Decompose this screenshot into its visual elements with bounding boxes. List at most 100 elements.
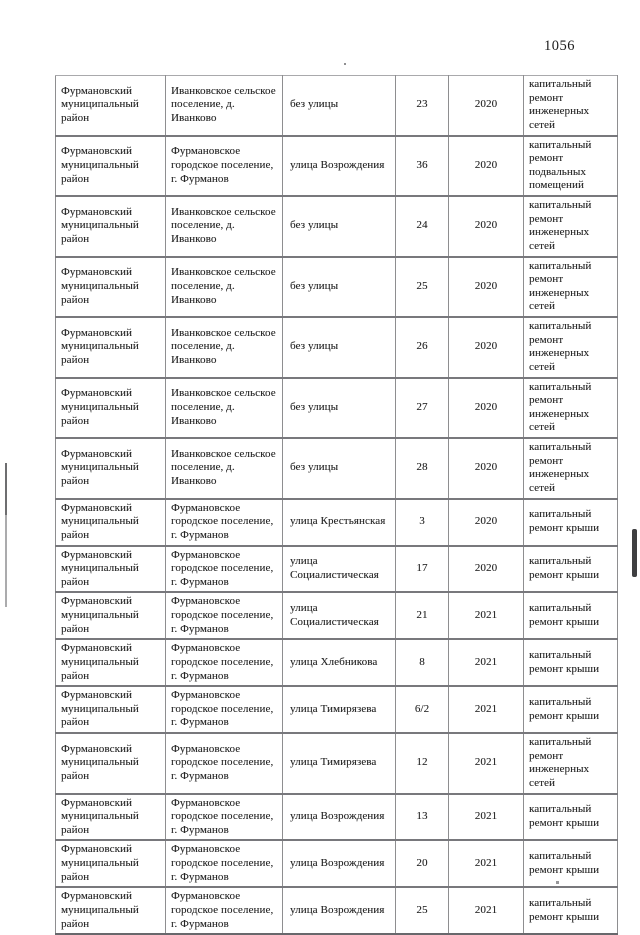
table-body: Фурмановский муниципальный район Иванковс… [55, 75, 618, 935]
cell-street: улица Крестьянская [282, 497, 396, 546]
table-row: Фурмановский муниципальный район Иванковс… [55, 75, 618, 136]
cell-house: 21 [395, 591, 449, 640]
cell-house: 23 [395, 75, 449, 136]
table-row: Фурмановский муниципальный район Фурманов… [55, 732, 618, 794]
cell-settlement: Иванковское сельское поселение, д. Иванк… [165, 75, 283, 136]
scan-artifact-left-line [5, 463, 7, 607]
cell-settlement: Иванковское сельское поселение, д. Иванк… [165, 316, 283, 378]
cell-settlement: Иванковское сельское поселение, д. Иванк… [165, 195, 283, 257]
cell-year: 2021 [448, 839, 524, 888]
cell-district: Фурмановский муниципальный район [55, 437, 166, 499]
cell-settlement: Фурмановское городское поселение, г. Фур… [165, 886, 283, 935]
cell-district: Фурмановский муниципальный район [55, 732, 166, 794]
cell-street: без улицы [282, 316, 396, 378]
cell-year: 2020 [448, 316, 524, 378]
cell-district: Фурмановский муниципальный район [55, 195, 166, 257]
table-row: Фурмановский муниципальный район Фурманов… [55, 839, 618, 888]
table-row: Фурмановский муниципальный район Фурманов… [55, 638, 618, 687]
cell-district: Фурмановский муниципальный район [55, 134, 166, 197]
cell-district: Фурмановский муниципальный район [55, 792, 166, 841]
table-row: Фурмановский муниципальный район Фурманов… [55, 685, 618, 734]
cell-settlement: Фурмановское городское поселение, г. Фур… [165, 591, 283, 640]
cell-district: Фурмановский муниципальный район [55, 497, 166, 546]
cell-work: капитальный ремонт крыши [523, 839, 618, 888]
table-row: Фурмановский муниципальный район Фурманов… [55, 544, 618, 593]
cell-year: 2021 [448, 591, 524, 640]
table-row: Фурмановский муниципальный район Фурманов… [55, 792, 618, 841]
cell-district: Фурмановский муниципальный район [55, 544, 166, 593]
cell-street: улица Тимирязева [282, 685, 396, 734]
cell-year: 2021 [448, 638, 524, 687]
cell-settlement: Фурмановское городское поселение, г. Фур… [165, 792, 283, 841]
cell-work: капитальный ремонт крыши [523, 685, 618, 734]
cell-settlement: Фурмановское городское поселение, г. Фур… [165, 685, 283, 734]
cell-settlement: Фурмановское городское поселение, г. Фур… [165, 134, 283, 197]
cell-year: 2020 [448, 497, 524, 546]
cell-house: 3 [395, 497, 449, 546]
cell-year: 2021 [448, 732, 524, 794]
cell-street: улица Возрождения [282, 134, 396, 197]
cell-district: Фурмановский муниципальный район [55, 685, 166, 734]
cell-district: Фурмановский муниципальный район [55, 638, 166, 687]
cell-street: без улицы [282, 255, 396, 318]
cell-year: 2020 [448, 75, 524, 136]
cell-settlement: Фурмановское городское поселение, г. Фур… [165, 497, 283, 546]
table-row: Фурмановский муниципальный район Фурманов… [55, 497, 618, 546]
scan-speck [344, 63, 346, 65]
cell-year: 2020 [448, 376, 524, 439]
cell-street: улица Социалистическая [282, 544, 396, 593]
cell-house: 36 [395, 134, 449, 197]
table-row: Фурмановский муниципальный район Фурманов… [55, 134, 618, 197]
cell-work: капитальный ремонт инженерных сетей [523, 195, 618, 257]
cell-work: капитальный ремонт крыши [523, 886, 618, 935]
scan-artifact-right-bar [632, 529, 637, 577]
cell-work: капитальный ремонт инженерных сетей [523, 75, 618, 136]
cell-street: без улицы [282, 437, 396, 499]
cell-house: 25 [395, 255, 449, 318]
cell-street: улица Социалистическая [282, 591, 396, 640]
cell-year: 2021 [448, 886, 524, 935]
cell-settlement: Фурмановское городское поселение, г. Фур… [165, 839, 283, 888]
cell-street: улица Возрождения [282, 792, 396, 841]
cell-district: Фурмановский муниципальный район [55, 839, 166, 888]
cell-year: 2020 [448, 544, 524, 593]
table-row: Фурмановский муниципальный район Фурманов… [55, 591, 618, 640]
cell-district: Фурмановский муниципальный район [55, 75, 166, 136]
cell-house: 24 [395, 195, 449, 257]
cell-work: капитальный ремонт крыши [523, 497, 618, 546]
cell-work: капитальный ремонт крыши [523, 591, 618, 640]
cell-house: 27 [395, 376, 449, 439]
cell-district: Фурмановский муниципальный район [55, 316, 166, 378]
cell-district: Фурмановский муниципальный район [55, 255, 166, 318]
cell-house: 8 [395, 638, 449, 687]
cell-work: капитальный ремонт инженерных сетей [523, 316, 618, 378]
table-row: Фурмановский муниципальный район Иванковс… [55, 195, 618, 257]
cell-year: 2020 [448, 195, 524, 257]
cell-year: 2020 [448, 437, 524, 499]
cell-year: 2021 [448, 792, 524, 841]
cell-year: 2020 [448, 134, 524, 197]
cell-street: улица Возрождения [282, 839, 396, 888]
cell-house: 26 [395, 316, 449, 378]
cell-district: Фурмановский муниципальный район [55, 376, 166, 439]
cell-work: капитальный ремонт крыши [523, 792, 618, 841]
cell-house: 13 [395, 792, 449, 841]
cell-work: капитальный ремонт инженерных сетей [523, 376, 618, 439]
cell-work: капитальный ремонт инженерных сетей [523, 255, 618, 318]
cell-work: капитальный ремонт инженерных сетей [523, 732, 618, 794]
cell-house: 28 [395, 437, 449, 499]
capital-repair-table: Фурмановский муниципальный район Иванковс… [55, 75, 618, 935]
cell-settlement: Иванковское сельское поселение, д. Иванк… [165, 255, 283, 318]
cell-street: улица Тимирязева [282, 732, 396, 794]
cell-street: без улицы [282, 376, 396, 439]
scan-speck [556, 881, 559, 884]
cell-settlement: Иванковское сельское поселение, д. Иванк… [165, 437, 283, 499]
cell-street: без улицы [282, 75, 396, 136]
table-row: Фурмановский муниципальный район Иванковс… [55, 376, 618, 439]
cell-work: капитальный ремонт крыши [523, 544, 618, 593]
cell-year: 2020 [448, 255, 524, 318]
cell-work: капитальный ремонт подвальных помещений [523, 134, 618, 197]
cell-settlement: Иванковское сельское поселение, д. Иванк… [165, 376, 283, 439]
cell-house: 6/2 [395, 685, 449, 734]
page-number: 1056 [544, 38, 575, 54]
